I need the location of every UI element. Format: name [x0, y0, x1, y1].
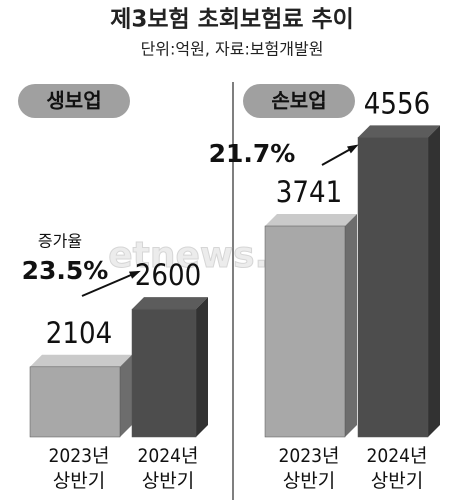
panel-pill: [243, 84, 355, 118]
bar-top: [132, 297, 208, 310]
bar: [131, 308, 197, 438]
growth-arrow-head: [347, 144, 359, 154]
growth-arrow: [81, 271, 139, 297]
bar-side: [196, 297, 208, 437]
bar-side: [345, 213, 357, 437]
bar-top: [358, 125, 440, 138]
value-label: 2104: [46, 316, 112, 350]
value-label: 4556: [364, 86, 430, 120]
bar-side: [120, 354, 132, 437]
bar-top: [30, 354, 132, 367]
panel-pill: [18, 84, 130, 118]
bar: [29, 366, 121, 438]
growth-rate: 23.5%: [22, 256, 109, 285]
value-label: 2600: [135, 258, 201, 292]
bar: [264, 225, 346, 438]
growth-rate: 21.7%: [209, 139, 296, 168]
x-tick-label: 2024년 상반기: [137, 445, 199, 492]
bar: [357, 137, 429, 438]
title: 제3보험 초회보험료 추이: [110, 7, 354, 33]
x-tick-label: 2024년 상반기: [366, 445, 428, 492]
panel-title: 손보업: [271, 89, 326, 113]
x-tick-label: 2023년 상반기: [278, 445, 340, 492]
growth-arrow-head: [129, 270, 141, 279]
bar-top: [265, 213, 357, 226]
panel-title: 생보업: [46, 89, 101, 113]
subtitle: 단위:억원, 자료:보험개발원: [141, 40, 324, 59]
value-label: 3741: [276, 175, 342, 209]
bar-side: [428, 125, 440, 438]
x-tick-label: 2023년 상반기: [48, 445, 110, 492]
growth-label: 증가율: [38, 232, 82, 251]
